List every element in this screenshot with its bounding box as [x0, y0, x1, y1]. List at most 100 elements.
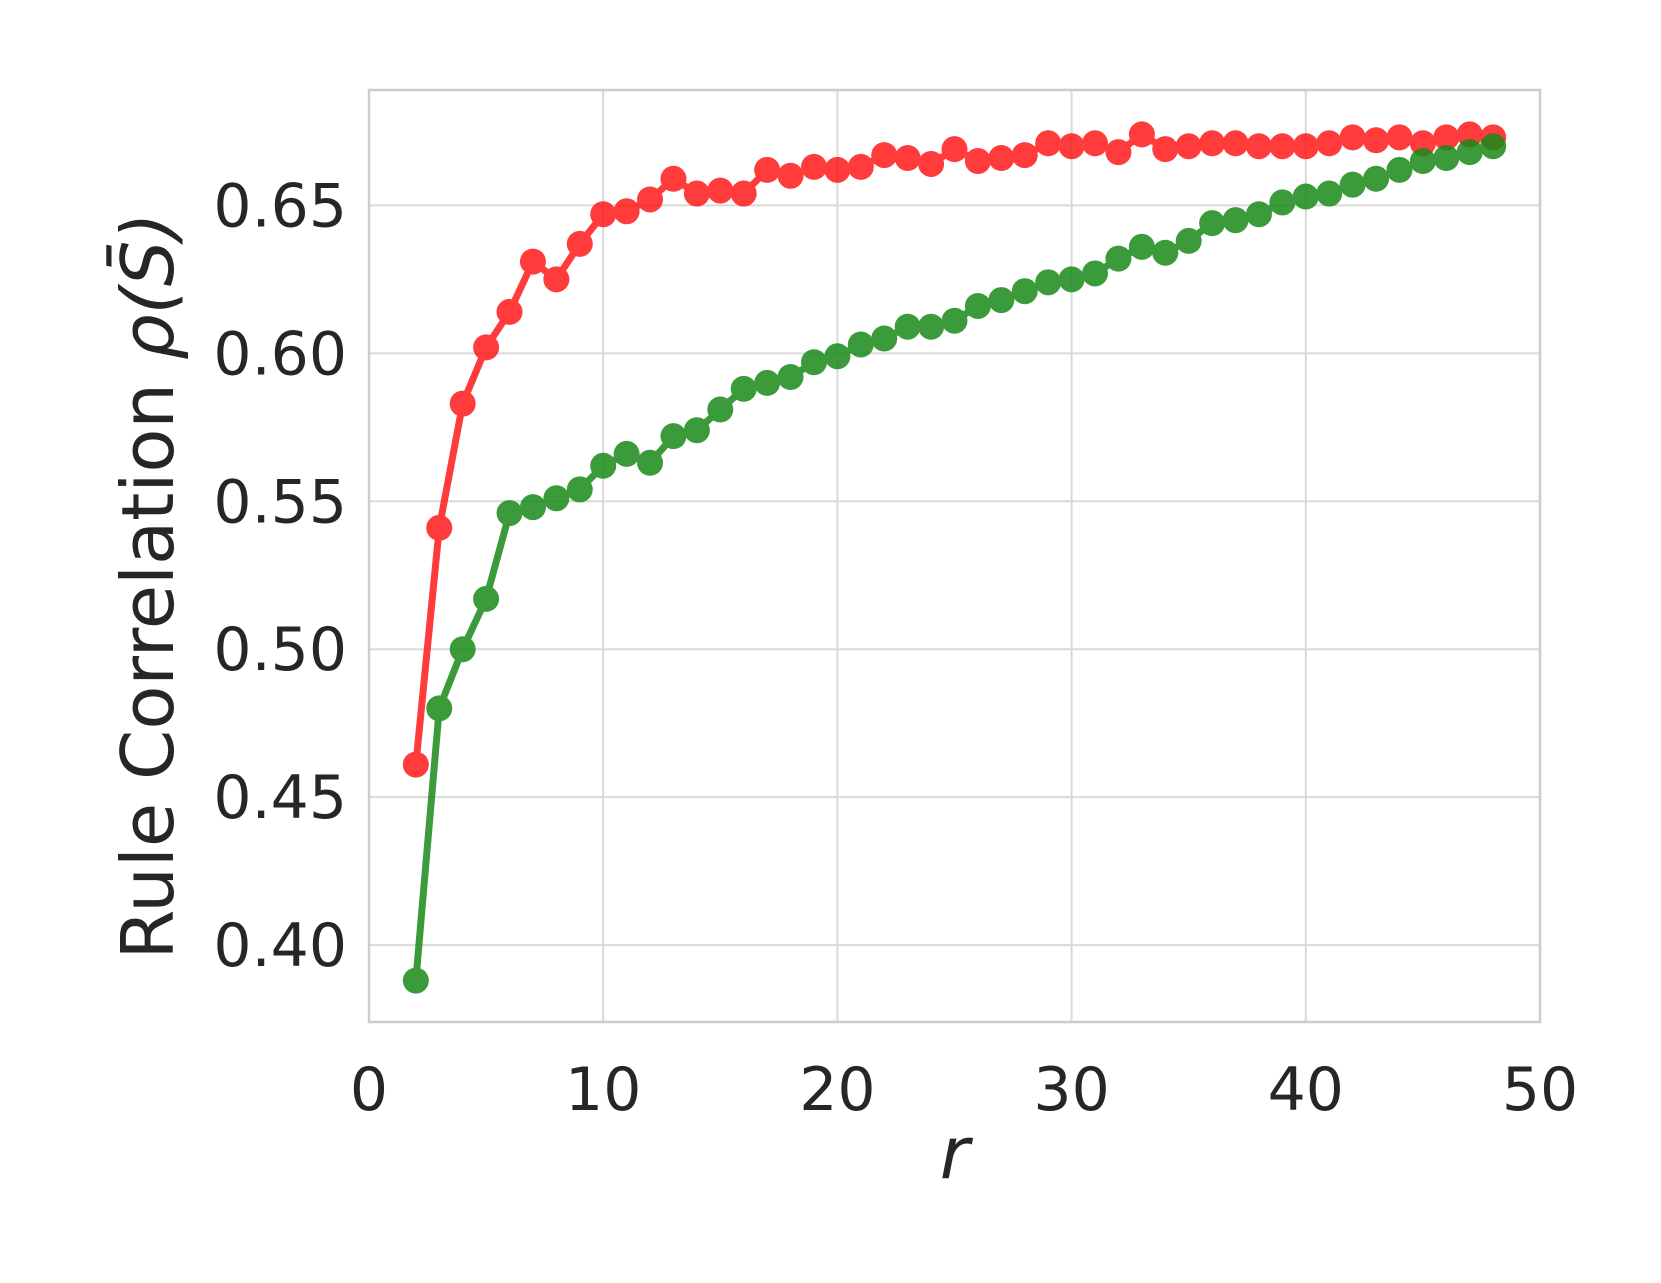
series-point [402, 751, 429, 778]
series-point [683, 417, 710, 444]
series-point [1386, 124, 1413, 151]
series-point [449, 390, 476, 417]
series-point [941, 307, 968, 334]
y-axis-label-math: ρ(S̄) [106, 212, 190, 360]
series-point [754, 156, 781, 183]
y-tick-label: 0.45 [213, 763, 347, 833]
series-point [637, 449, 664, 476]
series-point [1433, 124, 1460, 151]
series-point [1363, 165, 1390, 192]
series-point [1269, 189, 1296, 216]
series-point [402, 967, 429, 994]
series-point [449, 636, 476, 663]
x-tick-label: 50 [1502, 1055, 1578, 1125]
y-tick-label: 0.50 [213, 615, 347, 685]
plot-frame [367, 88, 1542, 1024]
series-point [1316, 130, 1343, 157]
series-point [1222, 130, 1249, 157]
series-point [426, 514, 453, 541]
series-point [1199, 130, 1226, 157]
x-tick-label: 40 [1268, 1055, 1344, 1125]
series-point [707, 177, 734, 204]
series-point [566, 230, 593, 257]
series-point [683, 180, 710, 207]
series-point [847, 331, 874, 358]
x-tick-label: 20 [799, 1055, 875, 1125]
series-point [777, 363, 804, 390]
series-point [918, 313, 945, 340]
series-point [590, 201, 617, 228]
series-point [426, 695, 453, 722]
series-point [660, 423, 687, 450]
series-point [964, 292, 991, 319]
series-point [1035, 130, 1062, 157]
series-point [1082, 130, 1109, 157]
series-point [1011, 278, 1038, 305]
series-point [918, 150, 945, 177]
series-2 [402, 133, 1507, 994]
series-point [1152, 239, 1179, 266]
series-point [894, 145, 921, 172]
series-point [519, 248, 546, 275]
y-tick-label: 0.60 [213, 319, 347, 389]
series-point [1245, 133, 1272, 160]
series-point [988, 145, 1015, 172]
series-point [519, 494, 546, 521]
x-axis-label: r [940, 1111, 974, 1195]
series-point [613, 198, 640, 225]
series-point [473, 585, 500, 612]
series-point [1058, 133, 1085, 160]
x-gridlines [368, 90, 1541, 1022]
y-gridlines [369, 204, 1540, 947]
series-point [1316, 180, 1343, 207]
series-point [871, 325, 898, 352]
series-point [730, 180, 757, 207]
x-tick-label: 0 [350, 1055, 388, 1125]
series-point [754, 369, 781, 396]
series-point [1035, 269, 1062, 296]
series-point [800, 349, 827, 376]
series-point [613, 440, 640, 467]
y-axis-label: Rule Correlation ρ(S̄) [106, 212, 190, 959]
series-point [1409, 148, 1436, 175]
y-tick-label: 0.65 [213, 171, 347, 241]
series-point [1011, 142, 1038, 169]
series-point [1292, 133, 1319, 160]
series-point [473, 334, 500, 361]
series-point [730, 375, 757, 402]
series-point [964, 148, 991, 175]
series-point [894, 313, 921, 340]
series-point [1105, 245, 1132, 272]
series-1 [402, 121, 1507, 778]
series-point [941, 136, 968, 163]
y-tick-labels: 0.40 0.45 0.50 0.55 0.60 0.65 [213, 171, 347, 981]
series-point [1128, 121, 1155, 148]
y-tick-label: 0.40 [213, 911, 347, 981]
series-point [1456, 139, 1483, 166]
series-line [412, 130, 1497, 769]
series-point [660, 165, 687, 192]
series-point [1152, 136, 1179, 163]
series-point [800, 153, 827, 180]
series-point [824, 156, 851, 183]
x-tick-labels: 0 10 20 30 40 50 [350, 1055, 1578, 1125]
series-point [1175, 133, 1202, 160]
series-point [1269, 133, 1296, 160]
series-layer [402, 121, 1507, 994]
series-point [496, 500, 523, 527]
series-point [1480, 133, 1507, 160]
series-point [543, 485, 570, 512]
x-tick-label: 10 [565, 1055, 641, 1125]
series-point [543, 266, 570, 293]
x-tick-label: 30 [1033, 1055, 1109, 1125]
series-point [1175, 227, 1202, 254]
series-point [707, 396, 734, 423]
series-point [566, 476, 593, 503]
series-point [1339, 124, 1366, 151]
series-point [1058, 266, 1085, 293]
series-point [1433, 145, 1460, 172]
series-point [496, 298, 523, 325]
series-point [1292, 183, 1319, 210]
series-point [637, 186, 664, 213]
series-point [777, 162, 804, 189]
